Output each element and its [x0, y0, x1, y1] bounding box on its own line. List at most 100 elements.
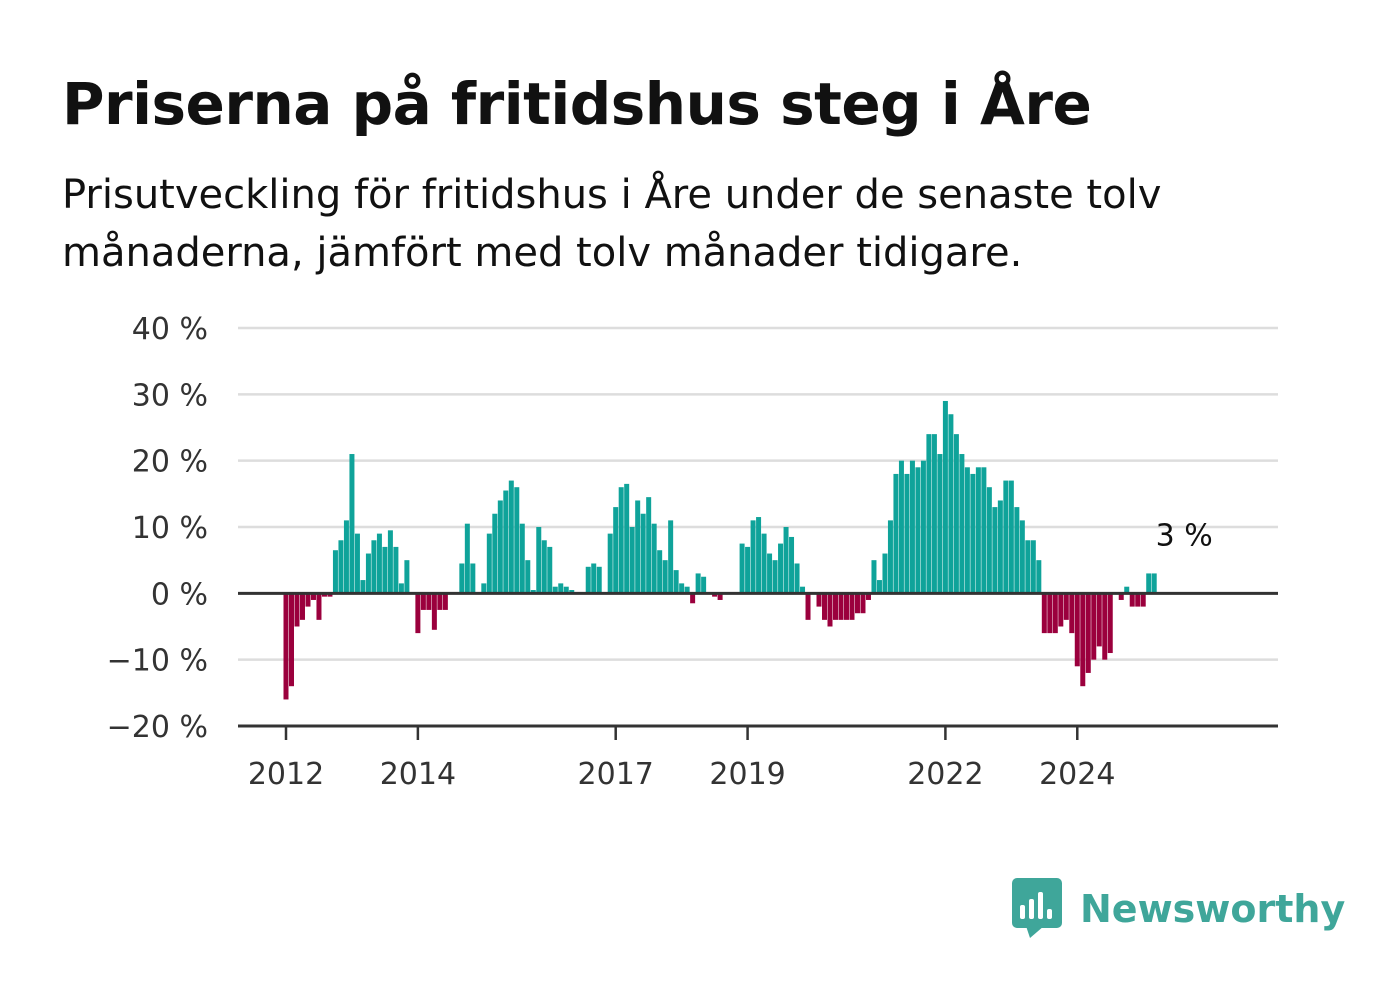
- bar: [865, 593, 871, 600]
- bar: [360, 580, 366, 594]
- bar: [1063, 593, 1069, 620]
- bar: [547, 546, 553, 594]
- y-tick-label: 40 %: [132, 312, 208, 347]
- bar: [871, 560, 877, 594]
- bar: [794, 563, 800, 594]
- bar: [761, 533, 767, 594]
- bar: [970, 473, 976, 594]
- bar: [1030, 540, 1036, 594]
- bar: [805, 593, 811, 620]
- bar: [354, 533, 360, 594]
- bar: [657, 550, 663, 594]
- bar: [1124, 586, 1130, 594]
- bar: [684, 586, 690, 594]
- bar: [915, 467, 921, 594]
- y-tick-label: −20 %: [107, 710, 208, 745]
- bar: [536, 527, 542, 594]
- bar: [1096, 593, 1102, 647]
- bar: [1019, 520, 1025, 594]
- bar: [948, 414, 954, 594]
- bar: [321, 593, 327, 597]
- bar: [1140, 593, 1146, 607]
- bar: [909, 460, 915, 594]
- chart-subtitle: Prisutveckling för fritidshus i Åre unde…: [62, 172, 1162, 276]
- bar: [849, 593, 855, 620]
- x-tick-label: 2014: [380, 757, 456, 792]
- bar: [1118, 593, 1124, 600]
- bar: [920, 460, 926, 594]
- bar: [860, 593, 866, 614]
- chart-title: Priserna på fritidshus steg i Åre: [62, 70, 1092, 138]
- bar: [497, 500, 503, 594]
- bar: [701, 576, 707, 594]
- bar: [503, 490, 509, 594]
- bar: [514, 487, 520, 594]
- bar: [607, 533, 613, 594]
- bar: [745, 546, 751, 594]
- bar: [827, 593, 833, 627]
- bar: [673, 570, 679, 594]
- bar: [992, 507, 998, 594]
- bar: [964, 467, 970, 594]
- bar: [431, 593, 437, 630]
- bar: [398, 583, 404, 594]
- bar: [646, 497, 652, 594]
- bar: [1085, 593, 1091, 673]
- bar: [893, 473, 899, 594]
- bar: [887, 520, 893, 594]
- bar: [343, 520, 349, 594]
- bar: [618, 487, 624, 594]
- x-axis: 2012 2014 2017 2019 2022 2024: [248, 726, 1115, 792]
- bar: [1014, 507, 1020, 594]
- bar: [552, 586, 558, 594]
- bar: [624, 483, 630, 594]
- x-tick-label: 2012: [248, 757, 324, 792]
- bar: [569, 590, 575, 594]
- bar: [415, 593, 421, 634]
- bar: [975, 467, 981, 594]
- x-tick-label: 2019: [709, 757, 785, 792]
- brand[interactable]: Newsworthy: [1012, 878, 1345, 940]
- y-tick-label: 20 %: [132, 445, 208, 480]
- bar: [931, 434, 937, 594]
- bar: [1025, 540, 1031, 594]
- bar: [833, 593, 838, 620]
- bar: [767, 553, 773, 594]
- bar: [508, 480, 514, 594]
- bar: [404, 560, 410, 594]
- bar: [629, 527, 635, 594]
- bar: [959, 454, 965, 594]
- bar: [838, 593, 844, 620]
- bar: [1008, 480, 1014, 594]
- bar: [371, 540, 377, 594]
- bar: [651, 523, 657, 594]
- bar: [1129, 593, 1135, 607]
- y-tick-label: 0 %: [151, 577, 208, 612]
- x-tick-label: 2017: [578, 757, 654, 792]
- y-tick-label: 10 %: [132, 511, 208, 546]
- bar: [1151, 573, 1157, 594]
- bar: [1003, 480, 1009, 594]
- bar: [1102, 593, 1108, 660]
- bar: [305, 593, 311, 607]
- brand-name: Newsworthy: [1080, 887, 1346, 931]
- bar: [459, 563, 465, 594]
- gridlines: [238, 326, 1278, 661]
- bar: [662, 560, 668, 594]
- bar: [986, 487, 992, 594]
- bar: [1058, 593, 1064, 627]
- newsworthy-logo-icon: [1012, 878, 1062, 938]
- bar: [981, 467, 987, 594]
- bar: [789, 536, 795, 594]
- bar: [558, 583, 564, 594]
- bar: [640, 513, 646, 594]
- bar: [898, 460, 904, 594]
- bar: [882, 553, 888, 594]
- bar: [481, 583, 487, 594]
- bar: [1080, 593, 1086, 687]
- bar: [283, 593, 289, 700]
- bar: [332, 550, 338, 594]
- bar: [470, 563, 476, 594]
- bar: [519, 523, 525, 594]
